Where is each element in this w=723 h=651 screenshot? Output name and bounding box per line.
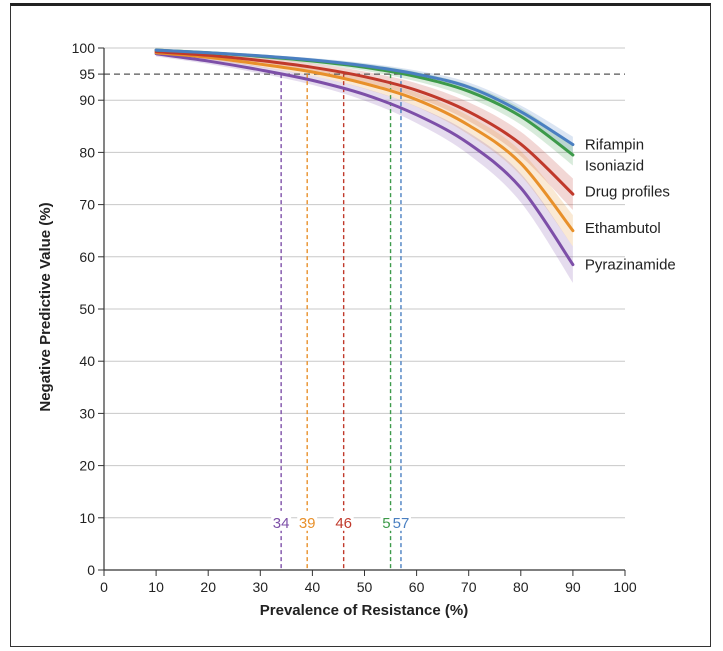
y-tick-label: 40	[79, 353, 95, 369]
series-label: Isoniazid	[585, 157, 644, 174]
y-tick-label: 50	[79, 301, 95, 317]
x-tick-label: 50	[357, 579, 373, 595]
x-axis-title: Prevalence of Resistance (%)	[260, 602, 468, 619]
series-label: Pyrazinamide	[585, 257, 676, 274]
y-tick-label: 70	[79, 197, 95, 213]
confidence-band-drug-profiles	[156, 49, 573, 210]
threshold-layer	[104, 73, 625, 570]
chart-frame	[10, 3, 711, 647]
series-line-pyrazinamide	[154, 52, 575, 267]
series-line-rifampin	[154, 48, 575, 147]
x-tick-label: 20	[200, 579, 216, 595]
x-tick-label: 90	[565, 579, 581, 595]
series-label: Rifampin	[585, 137, 644, 154]
grid-layer	[104, 47, 625, 519]
x-tick-label: 30	[253, 579, 269, 595]
y-tick-label: 100	[72, 40, 96, 56]
x-tick-label: 40	[305, 579, 321, 595]
threshold-label-backing	[271, 510, 292, 531]
y-tick-label: 10	[79, 510, 95, 526]
y-tick-label: 80	[79, 144, 95, 160]
x-tick-label: 60	[409, 579, 425, 595]
x-tick-label: 100	[613, 579, 637, 595]
y-tick-label: 20	[79, 458, 95, 474]
threshold-label-backing	[390, 510, 411, 531]
y-axis-title: Negative Predictive Value (%)	[37, 202, 54, 411]
series-line-drug-profiles	[154, 50, 575, 196]
x-tick-label: 0	[100, 579, 108, 595]
threshold-label: 57	[393, 515, 410, 532]
y-tick-label: 90	[79, 92, 95, 108]
y-tick-label: 60	[79, 249, 95, 265]
threshold-label-backing	[297, 510, 318, 531]
y-tick-label: 30	[79, 405, 95, 421]
axis-layer: 0 10 20 30 40 50 60 70 80 90 95 100 0 10 20 30 40 50 60 70 8…	[72, 40, 637, 595]
series-label: Ethambutol	[585, 220, 661, 237]
threshold-label: 46	[335, 515, 352, 532]
line-layer	[154, 48, 575, 267]
x-tick-label: 80	[513, 579, 529, 595]
x-tick-label: 10	[148, 579, 164, 595]
threshold-label-backing	[333, 510, 354, 531]
threshold-label: 34	[273, 515, 290, 532]
x-tick-label: 70	[461, 579, 477, 595]
confidence-band-pyrazinamide	[156, 51, 573, 283]
y-tick-label: 95	[79, 66, 95, 82]
confidence-band-ethambutol	[156, 50, 573, 247]
series-label: Drug profiles	[585, 184, 670, 201]
threshold-label: 39	[299, 515, 316, 532]
series-line-ethambutol	[154, 51, 575, 233]
y-tick-label: 0	[87, 562, 95, 578]
